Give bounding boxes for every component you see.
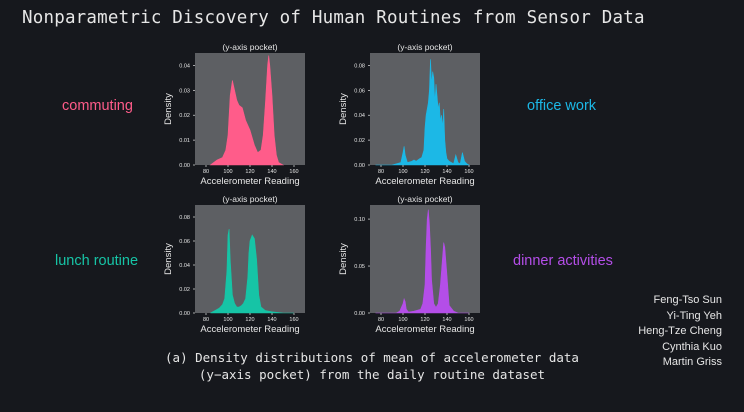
office-work-label: office work [527,98,597,114]
y-tick-label: 0.04 [179,263,190,269]
x-tick-label: 120 [420,169,429,175]
x-tick-label: 100 [398,317,407,323]
y-tick-label: 0.02 [354,138,365,144]
caption-line-1: (a) Density distributions of mean of acc… [165,350,579,365]
y-axis-label: Density [338,93,349,125]
y-axis-label: Density [163,93,174,125]
y-tick-label: 0.00 [179,311,190,317]
density-area [375,59,471,166]
x-tick-label: 80 [378,317,384,323]
chart-panel: (y-axis pocket) 0.00 0.05 0.10 80 100 120 140 16… [338,194,480,335]
dinner-activities-label: dinner activities [513,253,613,269]
y-tick-label: 0.02 [179,287,190,293]
chart-title: (y-axis pocket) [397,42,452,52]
x-axis-label: Accelerometer Reading [375,176,474,187]
x-axis-label: Accelerometer Reading [200,176,299,187]
x-tick-label: 140 [442,317,451,323]
x-tick-label: 160 [289,317,298,323]
x-tick-label: 100 [223,317,232,323]
x-tick-label: 140 [442,169,451,175]
chart-panel: (y-axis pocket) 0.00 0.01 0.02 0.03 0.04 80 100… [163,42,305,187]
x-tick-label: 160 [464,169,473,175]
y-tick-label: 0.00 [354,163,365,169]
chart-title: (y-axis pocket) [397,194,452,204]
x-tick-label: 80 [203,169,209,175]
x-axis-label: Accelerometer Reading [200,324,299,335]
density-area [375,209,469,314]
y-tick-label: 0.00 [354,311,365,317]
y-tick-label: 0.03 [179,88,190,94]
author-list: Feng-Tso Sun Yi-Ting Yeh Heng-Tze Cheng … [638,293,722,371]
x-tick-label: 140 [267,317,276,323]
caption-line-2: (y−axis pocket) from the daily routine d… [198,367,546,382]
chart-title: (y-axis pocket) [222,42,277,52]
x-tick-label: 120 [420,317,429,323]
slide-title: Nonparametric Discovery of Human Routine… [22,8,645,28]
x-tick-label: 100 [223,169,232,175]
y-tick-label: 0.02 [179,113,190,119]
density-area [210,228,294,314]
y-tick-label: 0.06 [354,88,365,94]
x-tick-label: 140 [267,169,276,175]
chart-panel: (y-axis pocket) 0.00 0.02 0.04 0.06 0.08 80 100… [338,42,480,187]
y-tick-label: 0.06 [179,239,190,245]
y-tick-label: 0.05 [354,264,365,270]
x-tick-label: 100 [398,169,407,175]
y-tick-label: 0.10 [354,217,365,223]
figure-caption: (a) Density distributions of mean of acc… [0,349,744,383]
density-area [209,55,285,166]
x-tick-label: 80 [378,169,384,175]
chart-panel: (y-axis pocket) 0.00 0.02 0.04 0.06 0.08 80 100… [163,194,305,335]
lunch-routine-label: lunch routine [55,253,139,269]
x-tick-label: 120 [245,169,254,175]
y-tick-label: 0.08 [354,63,365,69]
y-tick-label: 0.04 [354,113,365,119]
chart-title: (y-axis pocket) [222,194,277,204]
author-name: Feng-Tso Sun [653,294,722,306]
y-tick-label: 0.00 [179,163,190,169]
author-name: Martin Griss [662,356,722,368]
author-name: Cynthia Kuo [662,340,722,353]
y-tick-label: 0.04 [179,63,190,69]
x-tick-label: 160 [289,169,298,175]
x-axis-label: Accelerometer Reading [375,324,474,335]
y-tick-label: 0.01 [179,138,190,144]
y-axis-label: Density [338,243,349,275]
x-tick-label: 120 [245,317,254,323]
x-tick-label: 80 [203,317,209,323]
commuting-label: commuting [62,98,133,114]
x-tick-label: 160 [464,317,473,323]
author-name: Heng-Tze Cheng [638,325,722,337]
y-tick-label: 0.08 [179,215,190,221]
author-name: Yi-Ting Yeh [666,309,722,322]
y-axis-label: Density [163,243,174,275]
